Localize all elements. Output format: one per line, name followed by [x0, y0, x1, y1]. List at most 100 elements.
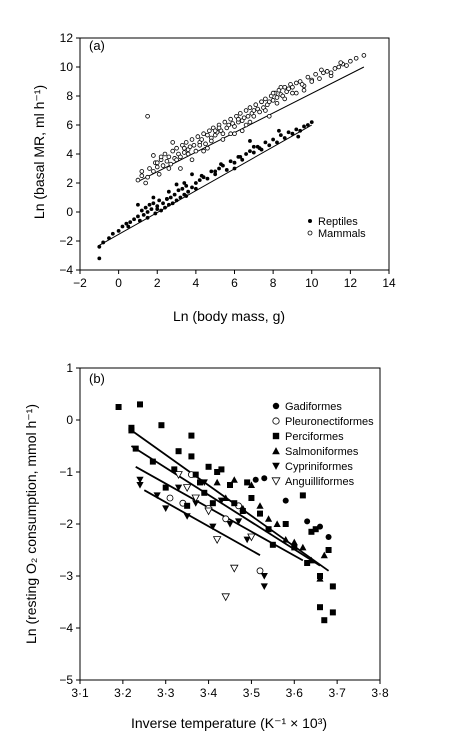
- data-point-mammals: [203, 141, 208, 147]
- data-point-perciformes: [248, 495, 255, 501]
- data-point-salmoniformes: [264, 515, 273, 522]
- data-point-salmoniformes: [256, 502, 264, 509]
- data-point-perciformes: [257, 510, 263, 517]
- data-point-reptiles: [199, 173, 204, 178]
- data-point-mammals: [216, 125, 222, 131]
- data-point-reptiles: [257, 146, 262, 151]
- data-point-mammals: [195, 134, 201, 139]
- data-point-reptiles: [184, 184, 189, 188]
- data-point-reptiles: [153, 211, 158, 216]
- data-point-gadiformes: [252, 476, 259, 483]
- data-point-mammals: [257, 109, 262, 115]
- data-point-mammals: [232, 124, 237, 129]
- data-point-mammals: [263, 108, 268, 113]
- y-tick-label: 0: [66, 205, 73, 219]
- data-point-reptiles: [145, 210, 150, 214]
- data-point-reptiles: [139, 208, 144, 213]
- data-point-reptiles: [176, 188, 181, 193]
- data-point-mammals: [247, 105, 253, 110]
- data-point-salmoniformes: [230, 476, 238, 483]
- data-point-reptiles: [219, 162, 223, 167]
- data-point-mammals: [209, 138, 214, 144]
- data-point-reptiles: [213, 169, 218, 174]
- data-point-mammals: [232, 131, 237, 137]
- data-point-reptiles: [136, 202, 140, 207]
- x-tick-label: −2: [73, 276, 87, 290]
- data-point-mammals: [270, 98, 276, 103]
- data-point-mammals: [266, 99, 272, 105]
- data-point-reptiles: [161, 201, 165, 206]
- data-point-mammals: [245, 114, 251, 119]
- data-point-mammals: [143, 180, 148, 186]
- data-point-mammals: [282, 85, 288, 90]
- data-point-reptiles: [296, 134, 301, 139]
- data-point-reptiles: [166, 202, 171, 207]
- data-point-reptiles: [205, 176, 210, 181]
- legend-label-gadiformes: Gadiformes: [285, 401, 342, 413]
- data-point-perciformes: [209, 500, 216, 507]
- data-point-perciformes: [218, 466, 225, 473]
- data-point-reptiles: [97, 256, 102, 261]
- data-point-reptiles: [248, 139, 252, 143]
- y-tick-label: −4: [59, 621, 73, 635]
- legend-marker-reptiles: [308, 219, 312, 223]
- data-point-cypriniformes: [136, 482, 144, 489]
- data-point-reptiles: [124, 221, 129, 226]
- data-point-mammals: [301, 87, 307, 93]
- data-point-reptiles: [151, 201, 156, 206]
- data-point-reptiles: [305, 123, 310, 127]
- data-point-perciformes: [227, 482, 233, 488]
- data-point-perciformes: [175, 448, 182, 455]
- data-point-salmoniformes: [307, 556, 316, 564]
- data-point-mammals: [236, 116, 241, 122]
- data-point-mammals: [162, 151, 168, 157]
- data-point-mammals: [135, 177, 141, 183]
- data-point-cypriniformes: [217, 497, 226, 505]
- data-point-perciformes: [282, 521, 289, 527]
- data-point-mammals: [191, 143, 197, 148]
- data-point-reptiles: [97, 244, 102, 249]
- data-point-salmoniformes: [316, 575, 324, 582]
- legend-marker-mammals: [307, 230, 313, 236]
- data-point-reptiles: [275, 140, 279, 145]
- data-point-mammals: [243, 108, 249, 113]
- data-point-mammals: [332, 66, 338, 71]
- trend-line: [143, 489, 261, 556]
- data-point-reptiles: [141, 213, 146, 217]
- data-point-mammals: [241, 115, 247, 121]
- data-point-mammals: [239, 128, 245, 134]
- data-point-perciformes: [132, 445, 139, 452]
- data-point-mammals: [147, 166, 152, 171]
- data-point-reptiles: [286, 130, 291, 135]
- data-point-perciformes: [162, 484, 169, 491]
- data-point-reptiles: [290, 131, 295, 136]
- trend-line: [130, 445, 321, 567]
- data-point-reptiles: [213, 172, 218, 177]
- data-point-mammals: [309, 79, 315, 84]
- panel-b: (b) −5−4−3−2−101 3·1 3·2 3·3 3·4 3·5 3·6 3·7 3·…: [23, 361, 389, 731]
- data-point-mammals: [263, 96, 268, 102]
- data-point-mammals: [282, 96, 288, 102]
- x-tick-label: 6: [231, 276, 238, 290]
- legend-marker-gadiformes: [272, 402, 280, 410]
- data-point-mammals: [251, 108, 257, 113]
- data-point-perciformes: [184, 502, 191, 509]
- data-point-mammals: [178, 166, 183, 171]
- data-point-perciformes: [329, 583, 336, 590]
- x-tick-label: 10: [305, 276, 319, 290]
- data-point-reptiles: [128, 220, 133, 225]
- data-point-reptiles: [155, 204, 160, 209]
- data-point-reptiles: [116, 228, 121, 233]
- data-point-reptiles: [190, 172, 194, 177]
- data-point-mammals: [226, 122, 232, 128]
- trend-line-mammals: [137, 66, 365, 182]
- data-point-pleuronectiformes: [166, 494, 174, 502]
- data-point-mammals: [183, 140, 189, 145]
- data-point-reptiles: [149, 207, 154, 212]
- data-point-reptiles: [217, 166, 221, 171]
- data-point-reptiles: [137, 218, 142, 223]
- data-point-mammals: [317, 76, 322, 81]
- data-point-cypriniformes: [260, 583, 268, 590]
- data-point-mammals: [305, 74, 311, 80]
